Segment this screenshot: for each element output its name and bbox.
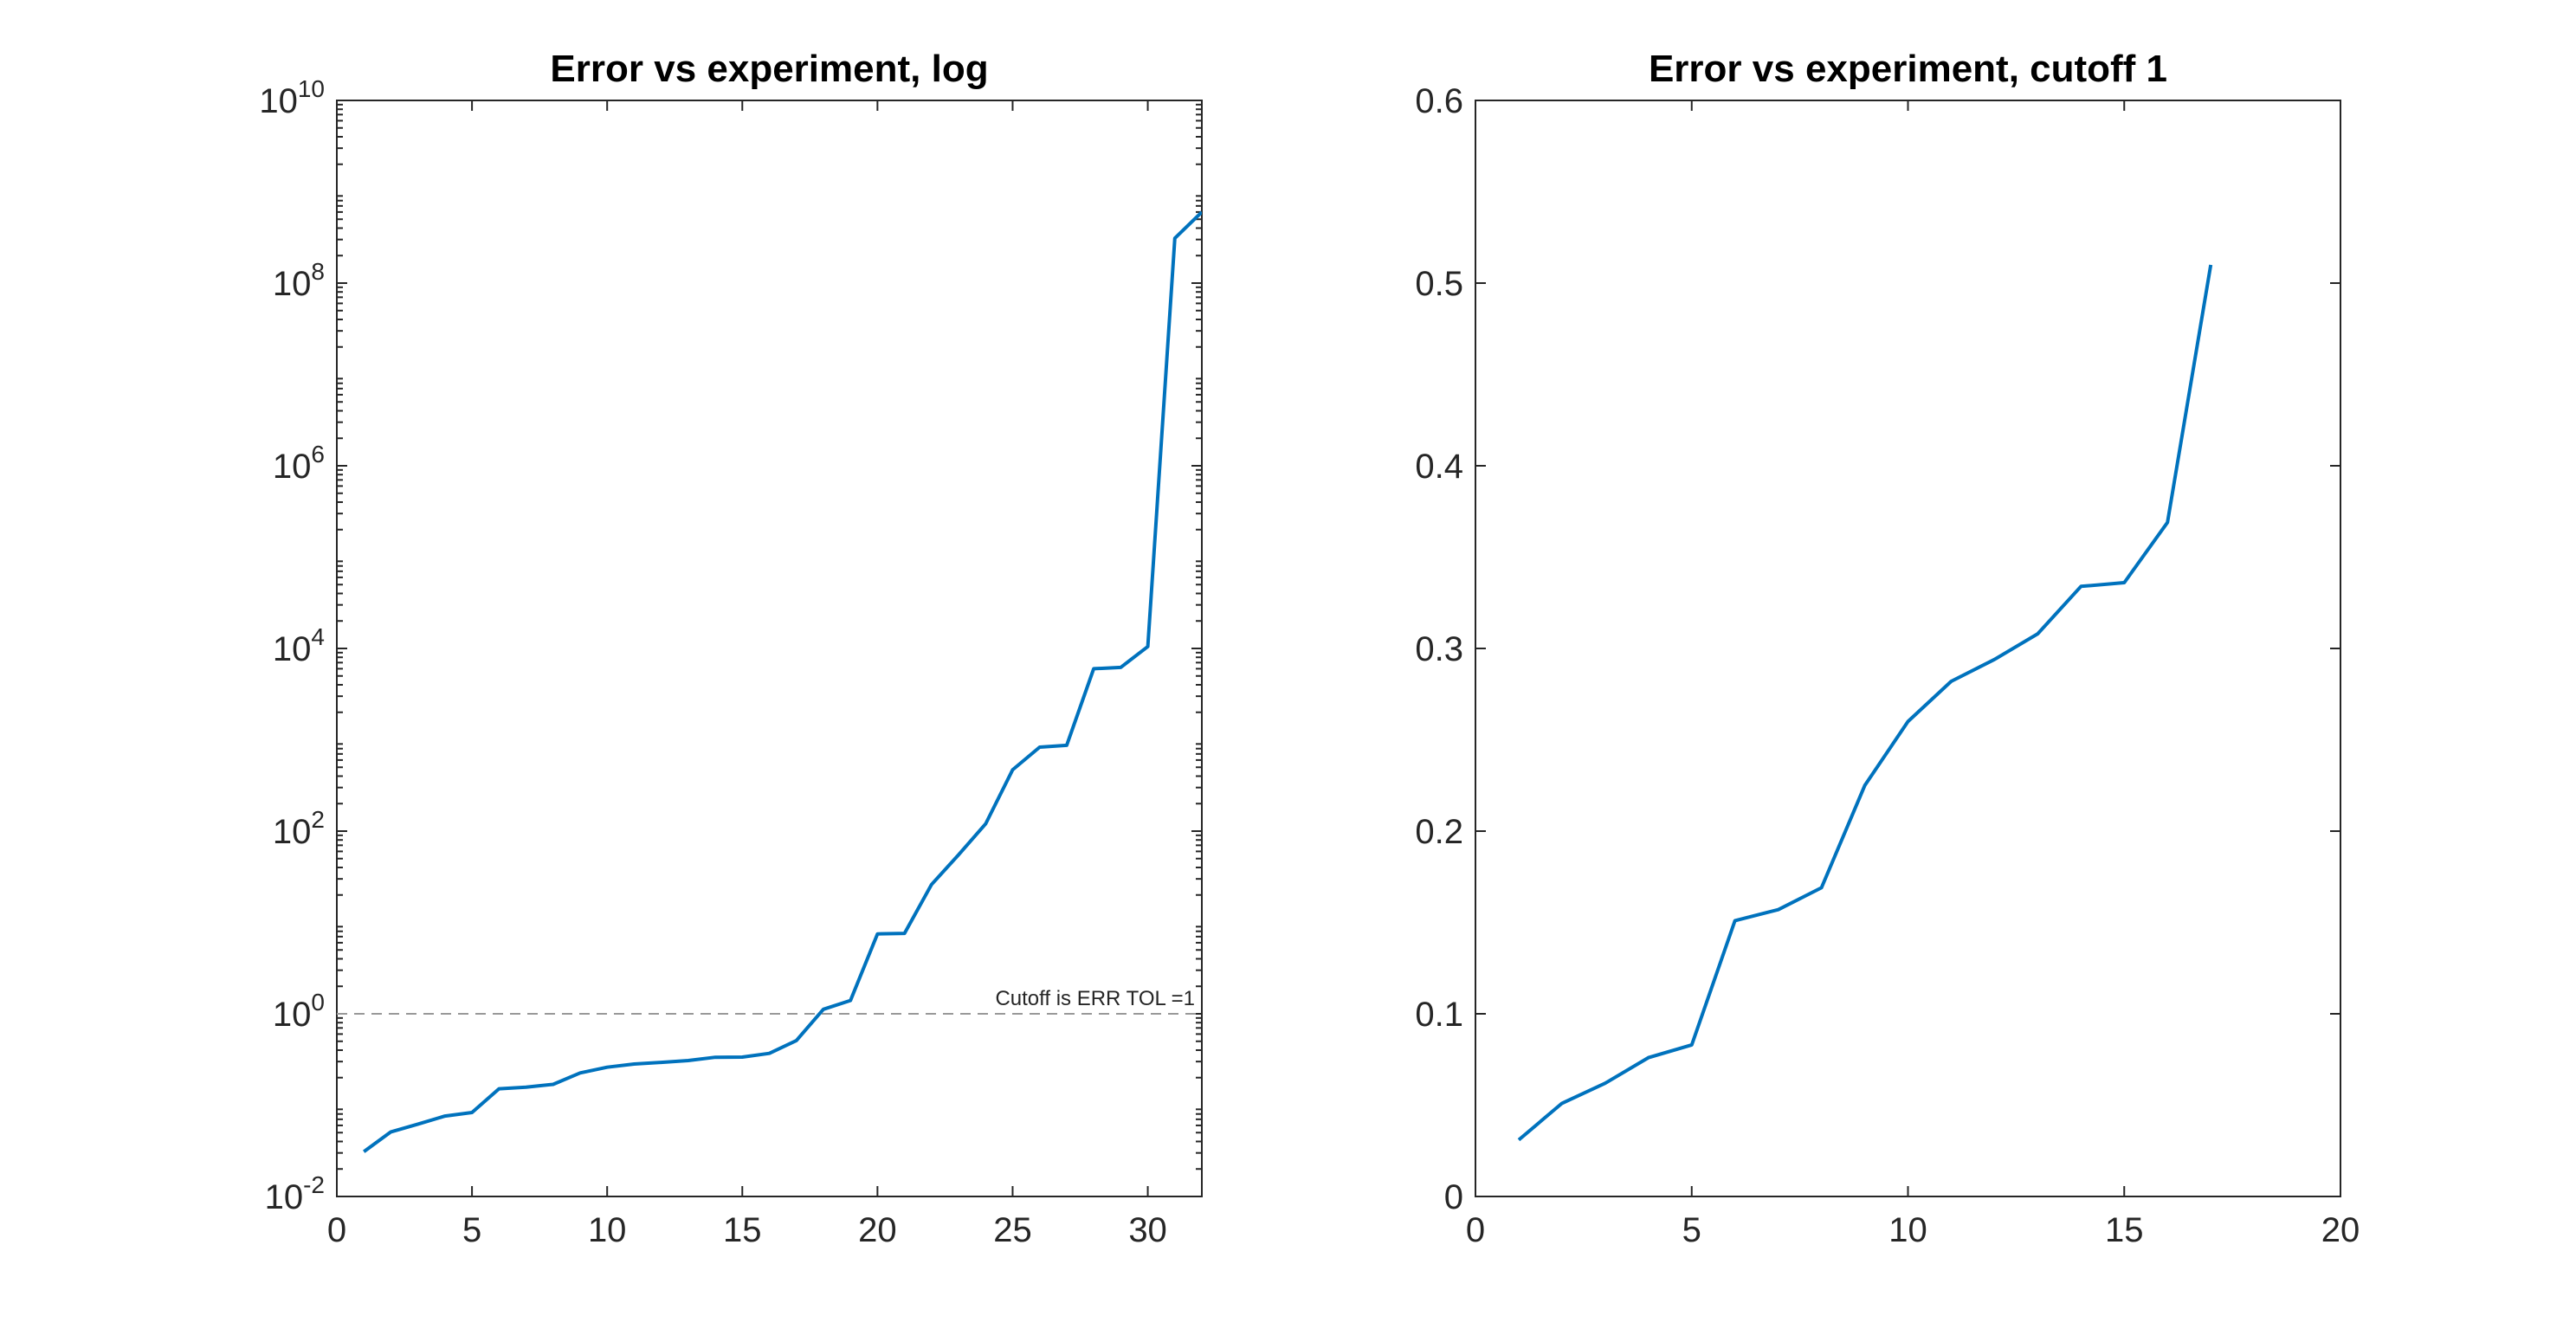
chart-title: Error vs experiment, log xyxy=(550,48,988,90)
x-tick-label: 10 xyxy=(588,1211,627,1249)
y-tick-exponent: -2 xyxy=(303,1171,325,1198)
y-tick-exponent: 0 xyxy=(311,989,325,1016)
x-tick-label: 20 xyxy=(2321,1211,2360,1249)
y-tick-label: 100 xyxy=(273,989,325,1034)
x-tick-label: 25 xyxy=(993,1211,1032,1249)
y-tick-label: 0.1 xyxy=(1415,996,1463,1034)
y-tick-base: 10 xyxy=(273,813,312,851)
y-tick-base: 10 xyxy=(273,630,312,668)
x-tick-label: 15 xyxy=(2105,1211,2144,1249)
cutoff-annotation: Cutoff is ERR TOL =1 xyxy=(995,987,1195,1010)
y-tick-label: 102 xyxy=(273,806,325,851)
y-tick-label: 106 xyxy=(273,441,325,486)
y-tick-label: 1010 xyxy=(259,75,325,120)
x-tick-label: 0 xyxy=(327,1211,346,1249)
y-tick-exponent: 2 xyxy=(311,806,325,833)
series-line xyxy=(363,210,1202,1153)
plot-area xyxy=(336,100,1203,1197)
y-tick-label: 0.5 xyxy=(1415,265,1463,303)
x-tick-label: 5 xyxy=(1682,1211,1701,1249)
x-tick-label: 0 xyxy=(1466,1211,1485,1249)
y-tick-label: 0 xyxy=(1444,1178,1463,1216)
y-tick-exponent: 6 xyxy=(311,441,325,468)
series-line xyxy=(1517,264,2213,1142)
x-tick-label: 15 xyxy=(723,1211,762,1249)
y-tick-label: 10-2 xyxy=(265,1171,325,1216)
y-tick-label: 0.4 xyxy=(1415,448,1463,486)
x-axis: 0 5 10 15 20 25 30 xyxy=(327,100,1167,1249)
y-tick-label: 0.6 xyxy=(1415,82,1463,120)
y-tick-label: 108 xyxy=(273,258,325,303)
y-tick-exponent: 4 xyxy=(311,623,325,650)
x-axis: 0 5 10 15 20 xyxy=(1466,100,2360,1249)
y-tick-exponent: 10 xyxy=(298,75,325,102)
y-axis: 0 0.1 0.2 0.3 0.4 0.5 0.6 xyxy=(1415,82,2340,1216)
y-tick-label: 104 xyxy=(273,623,325,668)
y-tick-label: 0.2 xyxy=(1415,813,1463,851)
y-tick-base: 10 xyxy=(273,448,312,486)
y-tick-base: 10 xyxy=(273,996,312,1034)
x-tick-label: 30 xyxy=(1128,1211,1167,1249)
x-tick-label: 10 xyxy=(1888,1211,1927,1249)
plot-area xyxy=(1475,100,2341,1197)
x-tick-label: 20 xyxy=(858,1211,897,1249)
y-tick-base: 10 xyxy=(265,1178,304,1216)
y-tick-label: 0.3 xyxy=(1415,630,1463,668)
cutoff-error-chart: Error vs experiment, cutoff 1 0 5 10 15 20 0 0.… xyxy=(1415,48,2360,1249)
y-tick-base: 10 xyxy=(259,82,298,120)
y-tick-exponent: 8 xyxy=(311,258,325,285)
x-tick-label: 5 xyxy=(462,1211,481,1249)
chart-title: Error vs experiment, cutoff 1 xyxy=(1649,48,2167,90)
y-tick-base: 10 xyxy=(273,265,312,303)
